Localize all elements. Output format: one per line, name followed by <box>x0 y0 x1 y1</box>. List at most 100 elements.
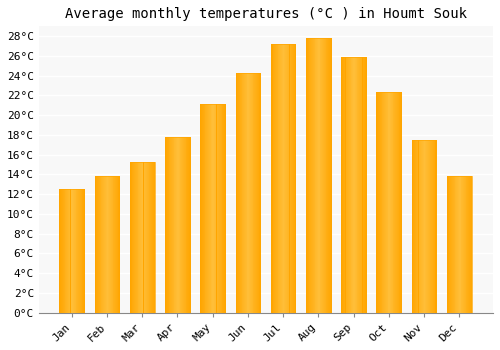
Bar <box>353 57 354 313</box>
Bar <box>187 137 188 313</box>
Bar <box>314 38 316 313</box>
Bar <box>344 57 346 313</box>
Bar <box>464 176 465 313</box>
Bar <box>390 92 391 313</box>
Bar <box>255 73 256 313</box>
Bar <box>288 44 290 313</box>
Bar <box>447 176 471 313</box>
Bar <box>423 140 424 313</box>
Bar <box>213 104 214 313</box>
Bar <box>401 92 402 313</box>
Bar <box>430 140 431 313</box>
Bar <box>138 162 139 313</box>
Bar <box>200 104 201 313</box>
Bar <box>307 38 308 313</box>
Bar <box>376 92 401 313</box>
Bar <box>272 44 274 313</box>
Bar <box>319 38 320 313</box>
Bar <box>362 57 364 313</box>
Bar <box>364 57 365 313</box>
Bar <box>102 176 103 313</box>
Bar <box>171 137 172 313</box>
Bar <box>153 162 154 313</box>
Bar <box>106 176 108 313</box>
Bar <box>343 57 344 313</box>
Bar <box>141 162 142 313</box>
Bar <box>347 57 348 313</box>
Bar <box>447 176 471 313</box>
Bar <box>189 137 190 313</box>
Bar <box>248 73 249 313</box>
Bar <box>280 44 281 313</box>
Bar <box>271 44 272 313</box>
Bar <box>132 162 134 313</box>
Bar <box>75 189 76 313</box>
Bar <box>278 44 280 313</box>
Bar <box>434 140 436 313</box>
Bar <box>286 44 287 313</box>
Bar <box>316 38 317 313</box>
Bar <box>271 44 295 313</box>
Bar <box>456 176 457 313</box>
Bar <box>463 176 464 313</box>
Bar <box>412 140 436 313</box>
Bar <box>109 176 110 313</box>
Bar <box>454 176 456 313</box>
Bar <box>245 73 246 313</box>
Bar <box>240 73 242 313</box>
Bar <box>63 189 64 313</box>
Bar <box>72 189 73 313</box>
Bar <box>361 57 362 313</box>
Bar <box>147 162 148 313</box>
Bar <box>329 38 330 313</box>
Bar <box>60 189 61 313</box>
Bar <box>470 176 472 313</box>
Bar <box>239 73 240 313</box>
Bar <box>236 73 260 313</box>
Bar <box>293 44 294 313</box>
Bar <box>82 189 83 313</box>
Bar <box>215 104 216 313</box>
Bar <box>218 104 219 313</box>
Bar <box>64 189 66 313</box>
Bar <box>386 92 388 313</box>
Bar <box>450 176 451 313</box>
Bar <box>73 189 74 313</box>
Bar <box>105 176 106 313</box>
Bar <box>236 73 238 313</box>
Bar <box>322 38 323 313</box>
Bar <box>60 189 84 313</box>
Bar <box>323 38 324 313</box>
Bar <box>249 73 250 313</box>
Bar <box>67 189 68 313</box>
Bar <box>376 92 401 313</box>
Bar <box>110 176 111 313</box>
Bar <box>130 162 154 313</box>
Bar <box>318 38 319 313</box>
Bar <box>447 176 448 313</box>
Bar <box>216 104 218 313</box>
Bar <box>330 38 332 313</box>
Bar <box>389 92 390 313</box>
Bar <box>290 44 291 313</box>
Bar <box>421 140 422 313</box>
Bar <box>84 189 85 313</box>
Bar <box>78 189 79 313</box>
Bar <box>320 38 322 313</box>
Bar <box>452 176 453 313</box>
Bar <box>416 140 417 313</box>
Bar <box>210 104 212 313</box>
Bar <box>252 73 254 313</box>
Bar <box>103 176 104 313</box>
Bar <box>140 162 141 313</box>
Bar <box>258 73 260 313</box>
Bar <box>412 140 414 313</box>
Bar <box>136 162 138 313</box>
Bar <box>466 176 468 313</box>
Bar <box>219 104 220 313</box>
Bar <box>412 140 436 313</box>
Bar <box>433 140 434 313</box>
Bar <box>61 189 62 313</box>
Bar <box>469 176 470 313</box>
Bar <box>60 189 84 313</box>
